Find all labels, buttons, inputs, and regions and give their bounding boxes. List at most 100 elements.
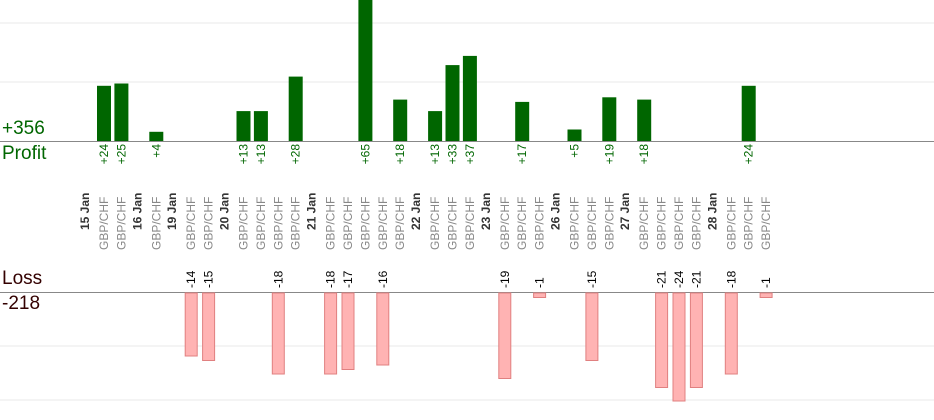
loss-bar	[689, 292, 703, 388]
trade-symbol-label: GBP/CHF	[428, 197, 442, 250]
profit-value-label: +33	[446, 144, 460, 165]
loss-value-label: -24	[672, 270, 686, 288]
profit-bar	[97, 85, 111, 141]
loss-value-label: -1	[533, 277, 547, 288]
loss-bar	[376, 292, 390, 366]
trade-symbol-label: GBP/CHF	[585, 197, 599, 250]
trade-symbol-label: GBP/CHF	[498, 197, 512, 250]
profit-bar	[428, 111, 443, 141]
day-label: 21 Jan	[305, 193, 319, 230]
loss-bar	[724, 292, 738, 375]
profit-bar	[462, 55, 477, 141]
day-label: 26 Jan	[549, 193, 563, 230]
loss-value-label: -19	[498, 270, 512, 288]
profit-bar	[567, 129, 582, 141]
trade-symbol-label: GBP/CHF	[602, 197, 616, 250]
day-label: 15 Jan	[78, 193, 92, 230]
trade-symbol-label: GBP/CHF	[202, 197, 216, 250]
loss-value-label: -16	[376, 270, 390, 288]
loss-bar	[271, 292, 285, 375]
loss-value-label: -14	[184, 270, 198, 288]
trade-symbol-label: GBP/CHF	[97, 197, 111, 250]
profit-bar	[602, 97, 617, 141]
trade-symbol-label: GBP/CHF	[533, 197, 547, 250]
trade-symbol-label: GBP/CHF	[341, 197, 355, 250]
profit-value-label: +4	[149, 144, 163, 158]
trade-symbol-label: GBP/CHF	[237, 197, 251, 250]
loss-bar	[324, 292, 338, 375]
trade-symbol-label: GBP/CHF	[463, 197, 477, 250]
trade-symbol-label: GBP/CHF	[114, 197, 128, 250]
day-label: 16 Jan	[130, 193, 144, 230]
loss-total: -218	[2, 293, 41, 314]
profit-value-label: +19	[602, 144, 616, 165]
profit-value-label: +24	[742, 144, 756, 165]
profit-value-label: +28	[289, 144, 303, 165]
trade-symbol-label: GBP/CHF	[271, 197, 285, 250]
trade-symbol-label: GBP/CHF	[724, 197, 738, 250]
loss-bar	[341, 292, 355, 370]
loss-bar	[498, 292, 512, 379]
trade-symbol-label: GBP/CHF	[376, 197, 390, 250]
loss-bar	[184, 292, 198, 357]
profit-label: Profit	[2, 143, 47, 164]
profit-bar	[253, 111, 268, 141]
profit-value-label: +13	[237, 144, 251, 165]
profit-bar	[741, 85, 756, 141]
loss-value-label: -18	[271, 270, 285, 288]
trade-symbol-label: GBP/CHF	[358, 197, 372, 250]
trade-symbol-label: GBP/CHF	[655, 197, 669, 250]
profit-value-label: +18	[637, 144, 651, 165]
day-label: 27 Jan	[618, 193, 632, 230]
loss-label: Loss	[2, 268, 43, 289]
loss-value-label: -15	[202, 270, 216, 288]
loss-value-label: -15	[585, 270, 599, 288]
profit-bar	[114, 83, 129, 141]
profit-total: +356	[2, 118, 45, 139]
profit-bar	[236, 111, 251, 141]
trade-symbol-label: GBP/CHF	[289, 197, 303, 250]
profit-bar	[637, 99, 652, 141]
loss-value-label: -1	[759, 277, 773, 288]
day-label: 20 Jan	[218, 193, 232, 230]
day-label: 23 Jan	[479, 193, 493, 230]
loss-value-label: -18	[724, 270, 738, 288]
loss-value-label: -17	[341, 270, 355, 288]
profit-value-label: +65	[358, 144, 372, 165]
loss-value-label: -21	[655, 270, 669, 288]
trade-symbol-label: GBP/CHF	[515, 197, 529, 250]
trade-symbol-label: GBP/CHF	[149, 197, 163, 250]
trade-symbol-label: GBP/CHF	[689, 197, 703, 250]
profit-value-label: +24	[97, 144, 111, 165]
trade-symbol-label: GBP/CHF	[254, 197, 268, 250]
loss-value-label: -21	[689, 270, 703, 288]
profit-value-label: +17	[515, 144, 529, 165]
loss-bar	[202, 292, 216, 361]
profit-bar	[288, 76, 303, 141]
profit-bar	[358, 0, 373, 141]
profit-bar	[445, 65, 460, 141]
day-label: 19 Jan	[165, 193, 179, 230]
profit-bar	[515, 101, 530, 141]
day-label: 22 Jan	[409, 193, 423, 230]
trade-symbol-label: GBP/CHF	[446, 197, 460, 250]
trade-symbol-label: GBP/CHF	[672, 197, 686, 250]
profit-value-label: +5	[568, 144, 582, 158]
profit-value-label: +37	[463, 144, 477, 165]
loss-value-label: -18	[324, 270, 338, 288]
profit-value-label: +13	[254, 144, 268, 165]
profit-value-label: +18	[393, 144, 407, 165]
profit-value-label: +13	[428, 144, 442, 165]
trade-symbol-label: GBP/CHF	[393, 197, 407, 250]
trade-symbol-label: GBP/CHF	[742, 197, 756, 250]
trade-symbol-label: GBP/CHF	[637, 197, 651, 250]
day-label: 28 Jan	[705, 193, 719, 230]
loss-bar	[672, 292, 686, 402]
loss-bar	[533, 292, 547, 298]
loss-bar	[585, 292, 599, 361]
trade-symbol-label: GBP/CHF	[184, 197, 198, 250]
profit-bar	[393, 99, 408, 141]
trade-symbol-label: GBP/CHF	[759, 197, 773, 250]
trade-symbol-label: GBP/CHF	[568, 197, 582, 250]
